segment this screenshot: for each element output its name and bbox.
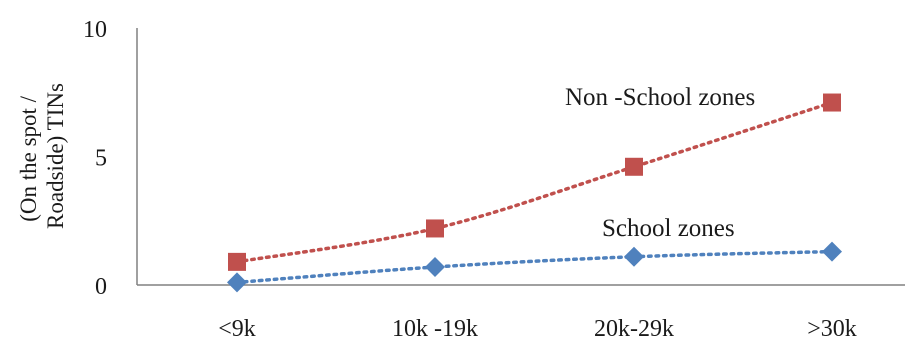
x-tick-label: 10k -19k [392,316,478,342]
series-line-school-zones [235,249,834,285]
data-point-non-school-zones-1 [426,219,444,238]
series-label-school-zones: School zones [602,215,735,242]
data-point-non-school-zones-0 [228,252,246,271]
y-tick-labels: 0 5 10 [83,17,107,300]
data-point-non-school-zones-3 [823,93,841,112]
y-axis-title-line-2: Roadside) TINs [43,83,68,229]
data-point-non-school-zones-2 [625,157,643,176]
data-point-school-zones-3 [822,241,842,262]
x-tick-label: 20k-29k [594,316,674,342]
y-tick-label: 10 [83,17,107,43]
axes [136,28,905,286]
series-label-non-school-zones: Non -School zones [565,84,755,111]
series-lines [235,100,834,285]
x-tick-labels: <9k 10k -19k 20k-29k >30k [218,316,857,342]
y-tick-label: 5 [95,146,107,172]
x-tick-label: >30k [807,316,857,342]
y-axis-title: (On the spot / Roadside) TINs [16,83,68,229]
data-point-school-zones-1 [425,257,445,278]
y-axis-title-line-1: (On the spot / [16,95,41,221]
series-line-non-school-zones [235,100,834,264]
x-tick-label: <9k [218,316,256,342]
data-point-school-zones-0 [227,272,247,293]
data-point-school-zones-2 [624,246,644,267]
y-tick-label: 0 [95,274,107,300]
series-markers [227,93,842,293]
